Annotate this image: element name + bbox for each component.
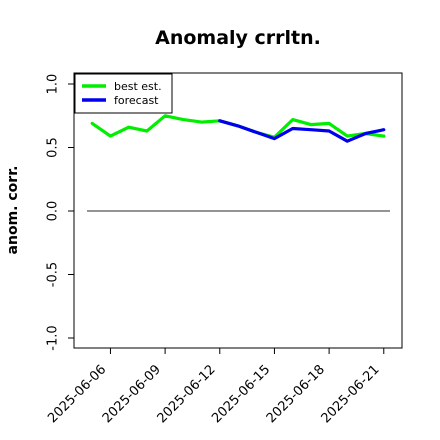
y-tick-label: 1.0 xyxy=(46,74,61,95)
y-tick-label: -0.5 xyxy=(46,262,61,287)
chart-title: Anomaly crrltn. xyxy=(155,27,321,49)
y-tick-label: 0.0 xyxy=(46,201,61,222)
series-line-forecast xyxy=(218,119,386,143)
y-tick-label: 0.5 xyxy=(46,137,61,158)
legend-label: best est. xyxy=(114,80,162,93)
y-tick-label: -1.0 xyxy=(46,325,61,350)
x-tick-label: 2025-06-21 xyxy=(319,362,383,426)
legend: best est.forecast xyxy=(74,73,173,114)
y-axis-label: anom. corr. xyxy=(5,166,21,255)
legend-box xyxy=(74,73,173,114)
legend-label: forecast xyxy=(114,94,159,107)
